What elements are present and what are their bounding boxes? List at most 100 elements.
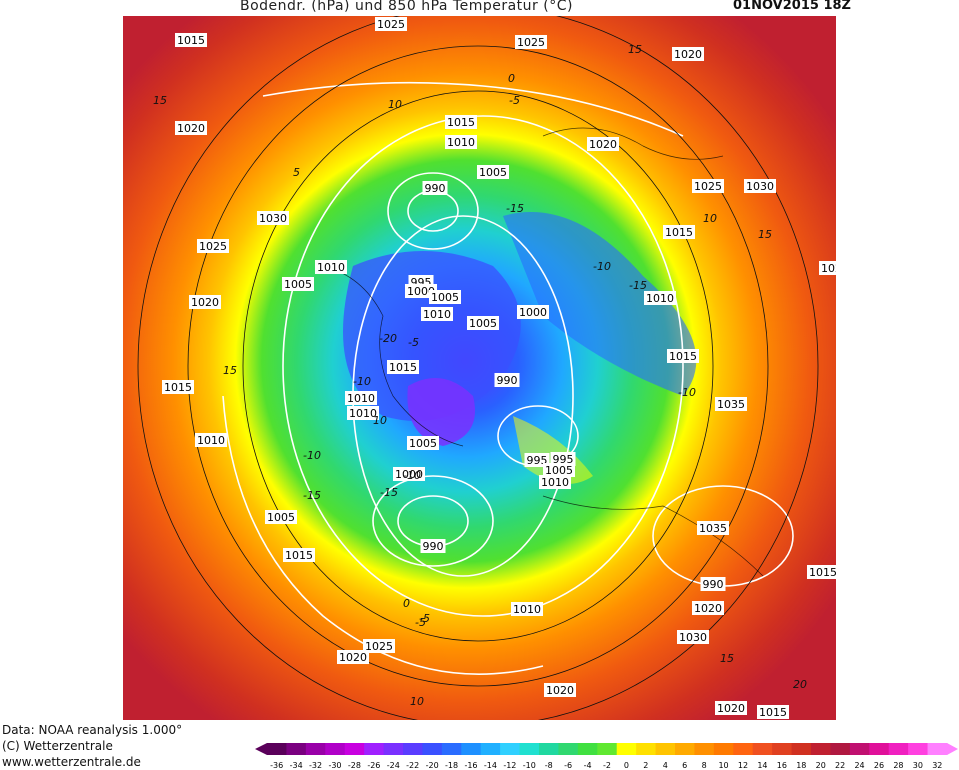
svg-text:1000: 1000 xyxy=(407,285,435,298)
temperature-legend: -36 -34 -32 -30 -28 -26 -24 -22 -20 -18 -16 -14 -12-… xyxy=(255,743,958,770)
svg-text:1025: 1025 xyxy=(694,180,722,193)
pressure-label: 1005 xyxy=(282,277,314,291)
svg-text:1005: 1005 xyxy=(409,437,437,450)
svg-text:995: 995 xyxy=(527,454,548,467)
svg-text:1030: 1030 xyxy=(259,212,287,225)
legend-swatch xyxy=(752,743,773,755)
svg-text:1025: 1025 xyxy=(199,240,227,253)
temperature-label: 15 xyxy=(720,652,734,665)
temperature-label: -20 xyxy=(379,332,397,345)
temperature-label: 15 xyxy=(758,228,772,241)
legend-swatch xyxy=(927,743,948,755)
svg-text:990: 990 xyxy=(703,578,724,591)
legend-tick-label: 28 xyxy=(893,761,903,770)
legend-tick-label: 16 xyxy=(777,761,787,770)
pressure-label: 1005 xyxy=(477,165,509,179)
temperature-label: 15 xyxy=(153,94,167,107)
legend-tick-label: -36 xyxy=(270,761,283,770)
legend-tick-label: 20 xyxy=(816,761,826,770)
legend-swatch xyxy=(849,743,870,755)
pressure-label: 1025 xyxy=(515,35,547,49)
copyright: (C) Wetterzentrale xyxy=(2,739,113,753)
svg-text:1020: 1020 xyxy=(546,684,574,697)
legend-swatch xyxy=(675,743,695,755)
legend-swatch xyxy=(908,743,929,755)
legend-swatch xyxy=(616,743,637,755)
pressure-label: 1020 xyxy=(587,137,619,151)
svg-text:1015: 1015 xyxy=(669,350,697,363)
temperature-label: -10 xyxy=(593,260,611,273)
svg-text:1015: 1015 xyxy=(164,381,192,394)
pressure-label: 990 xyxy=(420,539,446,553)
temperature-label: -15 xyxy=(380,486,398,499)
pressure-label: 1005 xyxy=(429,290,461,304)
temperature-label: -10 xyxy=(678,386,696,399)
pressure-label: 1020 xyxy=(337,650,369,664)
svg-text:1020: 1020 xyxy=(694,602,722,615)
svg-text:1030: 1030 xyxy=(746,180,774,193)
legend-swatch xyxy=(713,743,734,755)
pressure-label: 1035 xyxy=(697,521,729,535)
svg-text:1015: 1015 xyxy=(177,34,205,47)
svg-text:1015: 1015 xyxy=(389,361,417,374)
svg-text:995: 995 xyxy=(553,453,574,466)
legend-tick-label: -26 xyxy=(367,761,380,770)
legend-tick-label: 0 xyxy=(624,761,629,770)
data-source: Data: NOAA reanalysis 1.000° xyxy=(2,723,183,737)
svg-text:990: 990 xyxy=(423,540,444,553)
temperature-label: -5 xyxy=(419,612,430,625)
svg-text:1010: 1010 xyxy=(347,392,375,405)
svg-text:1010: 1010 xyxy=(317,261,345,274)
svg-text:1015: 1015 xyxy=(809,566,836,579)
svg-text:1030: 1030 xyxy=(679,631,707,644)
legend-tick-label: 30 xyxy=(913,761,923,770)
website: www.wetterzentrale.de xyxy=(2,755,141,769)
temperature-label: -15 xyxy=(303,489,321,502)
temperature-label: 10 xyxy=(388,98,402,111)
pressure-label: 1010 xyxy=(445,135,477,149)
pressure-label: 1015 xyxy=(667,349,699,363)
legend-swatch xyxy=(480,743,501,755)
pressure-label: 1005 xyxy=(467,316,499,330)
legend-tick-label: -10 xyxy=(523,761,536,770)
svg-text:1005: 1005 xyxy=(545,464,573,477)
legend-swatch xyxy=(791,743,812,755)
legend-tick-label: -22 xyxy=(406,761,419,770)
legend-swatch xyxy=(577,743,598,755)
legend-tick-label: 4 xyxy=(663,761,668,770)
temperature-label: -15 xyxy=(506,202,524,215)
temperature-label: 0 xyxy=(508,72,515,85)
pressure-label: 990 xyxy=(494,373,520,387)
coastlines xyxy=(322,127,764,577)
pressure-label: 1015 xyxy=(663,225,695,239)
pressure-label: 1010 xyxy=(421,307,453,321)
legend-swatch xyxy=(325,743,346,755)
pressure-label: 1025 xyxy=(375,17,407,31)
svg-text:1020: 1020 xyxy=(589,138,617,151)
legend-tick-label: 8 xyxy=(702,761,707,770)
legend-swatch xyxy=(305,743,326,755)
pressure-label: 1015 xyxy=(807,565,836,579)
svg-text:1010: 1010 xyxy=(646,292,674,305)
pressure-label: 990 xyxy=(422,181,448,195)
legend-swatch xyxy=(441,743,462,755)
svg-text:1015: 1015 xyxy=(665,226,693,239)
pressure-label: 1015 xyxy=(445,115,477,129)
legend-tick-label: -34 xyxy=(290,761,303,770)
pressure-label: 1015 xyxy=(387,360,419,374)
pressure-label: 1000 xyxy=(517,305,549,319)
svg-text:1015: 1015 xyxy=(759,706,787,719)
pressure-label: 1015 xyxy=(757,705,789,719)
svg-text:1020: 1020 xyxy=(191,296,219,309)
temperature-label: 10 xyxy=(410,695,424,708)
legend-swatch xyxy=(539,743,559,755)
temperature-label: -5 xyxy=(408,336,419,349)
legend-tick-label: 32 xyxy=(932,761,942,770)
pressure-label: 1030 xyxy=(257,211,289,225)
legend-swatch xyxy=(636,743,657,755)
legend-swatch xyxy=(500,743,521,755)
temperature-label: -10 xyxy=(403,469,421,482)
